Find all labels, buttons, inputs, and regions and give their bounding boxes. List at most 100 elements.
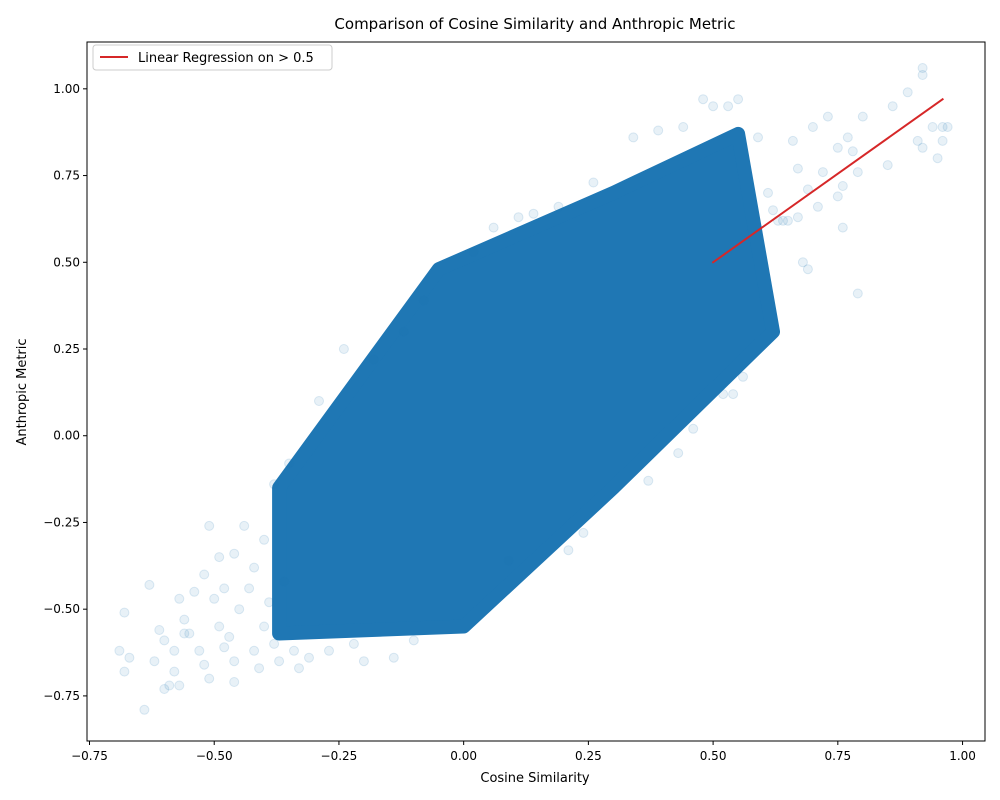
- scatter-point: [179, 614, 190, 625]
- scatter-point: [768, 205, 778, 216]
- scatter-point: [174, 680, 185, 691]
- scatter-point: [224, 631, 235, 642]
- x-tick-label: 1.00: [949, 749, 976, 763]
- legend: Linear Regression on > 0.5: [92, 44, 333, 71]
- x-tick-label: −0.75: [71, 749, 108, 763]
- y-axis-label: Anthropic Metric: [15, 338, 30, 445]
- scatter-point: [643, 475, 654, 486]
- x-tick-label: 0.50: [700, 749, 727, 763]
- scatter-point: [723, 101, 734, 112]
- y-axis-ticks: −0.75 −0.50 −0.25 0.00 0.25 0.50 0.75 1.00: [43, 82, 87, 703]
- scatter-point: [214, 621, 225, 632]
- chart-title: Comparison of Cosine Similarity and Anth…: [334, 15, 735, 33]
- scatter-point: [289, 645, 299, 656]
- scatter-point: [887, 101, 898, 112]
- scatter-point: [199, 569, 210, 580]
- scatter-point: [733, 94, 744, 105]
- scatter-point: [159, 684, 170, 694]
- scatter-point: [229, 548, 240, 559]
- scatter-point: [588, 177, 599, 188]
- scatter-point: [418, 295, 429, 306]
- scatter-point: [792, 212, 803, 223]
- regression-line: [711, 97, 944, 264]
- scatter-point: [314, 396, 324, 406]
- scatter-point: [653, 125, 664, 136]
- scatter-point: [219, 583, 230, 594]
- scatter-point: [358, 656, 369, 667]
- scatter-cloud-core: [272, 126, 780, 641]
- scatter-point: [144, 579, 155, 590]
- y-tick-label: 1.00: [53, 82, 80, 96]
- scatter-point: [882, 160, 893, 171]
- scatter-point: [753, 132, 763, 143]
- scatter-point: [832, 191, 843, 202]
- scatter-point: [832, 142, 843, 153]
- scatter-point: [368, 354, 379, 365]
- scatter-point: [708, 101, 719, 112]
- scatter-point: [847, 146, 858, 157]
- scatter-point: [239, 520, 250, 531]
- scatter-point: [149, 656, 160, 667]
- scatter-point: [912, 135, 923, 146]
- scatter-point: [728, 389, 739, 400]
- scatter-point: [852, 288, 863, 299]
- scatter-point: [114, 645, 125, 656]
- scatter-point: [488, 222, 499, 233]
- scatter-point: [229, 677, 240, 687]
- scatter-point: [837, 222, 848, 233]
- scatter-point: [204, 520, 215, 531]
- scatter-point: [169, 645, 180, 656]
- y-tick-label: −0.50: [43, 602, 80, 616]
- scatter-point: [189, 586, 200, 597]
- scatter-point: [932, 153, 943, 164]
- scatter-point: [778, 215, 788, 226]
- scatter-point: [194, 645, 205, 656]
- scatter-point: [174, 593, 185, 604]
- scatter-point: [274, 656, 285, 667]
- scatter-point: [154, 625, 165, 635]
- scatter-point: [164, 680, 175, 691]
- scatter-point: [628, 132, 639, 143]
- scatter-point: [269, 638, 280, 649]
- scatter-point: [937, 135, 948, 146]
- scatter-point: [802, 264, 813, 275]
- scatter-point: [294, 663, 304, 674]
- scatter-point: [184, 628, 195, 639]
- plot-frame: [86, 41, 986, 742]
- scatter-point: [553, 201, 564, 212]
- scatter-point: [229, 656, 240, 667]
- scatter-point: [787, 135, 798, 146]
- y-tick-label: 0.75: [53, 169, 80, 183]
- scatter-point: [503, 555, 514, 566]
- scatter-point: [398, 326, 409, 337]
- x-tick-label: −0.50: [196, 749, 233, 763]
- scatter-point: [388, 652, 399, 663]
- scatter-point: [338, 344, 349, 354]
- scatter-point: [792, 163, 803, 174]
- scatter-point: [169, 666, 180, 677]
- scatter-point: [528, 208, 539, 219]
- scatter-point: [324, 645, 334, 656]
- y-tick-label: −0.75: [43, 689, 80, 703]
- scatter-point: [917, 142, 928, 153]
- scatter-point: [917, 63, 928, 73]
- scatter-point: [563, 545, 574, 556]
- scatter-point: [578, 527, 589, 538]
- scatter-point: [763, 187, 773, 198]
- scatter-point: [513, 212, 524, 223]
- scatter-point: [678, 122, 689, 132]
- x-tick-label: −0.25: [321, 749, 358, 763]
- x-tick-label: 0.75: [824, 749, 851, 763]
- scatter-point: [139, 704, 150, 715]
- scatter-point: [817, 167, 828, 178]
- scatter-point: [782, 215, 793, 226]
- x-axis-ticks: −0.75 −0.50 −0.25 0.00 0.25 0.50 0.75 1.00: [71, 741, 976, 763]
- scatter-point: [209, 593, 220, 604]
- scatter-point: [214, 552, 225, 563]
- scatter-point: [812, 201, 823, 212]
- scatter-point: [234, 604, 245, 615]
- scatter-point: [408, 635, 419, 646]
- scatter-point: [264, 597, 275, 608]
- scatter-point: [259, 534, 270, 545]
